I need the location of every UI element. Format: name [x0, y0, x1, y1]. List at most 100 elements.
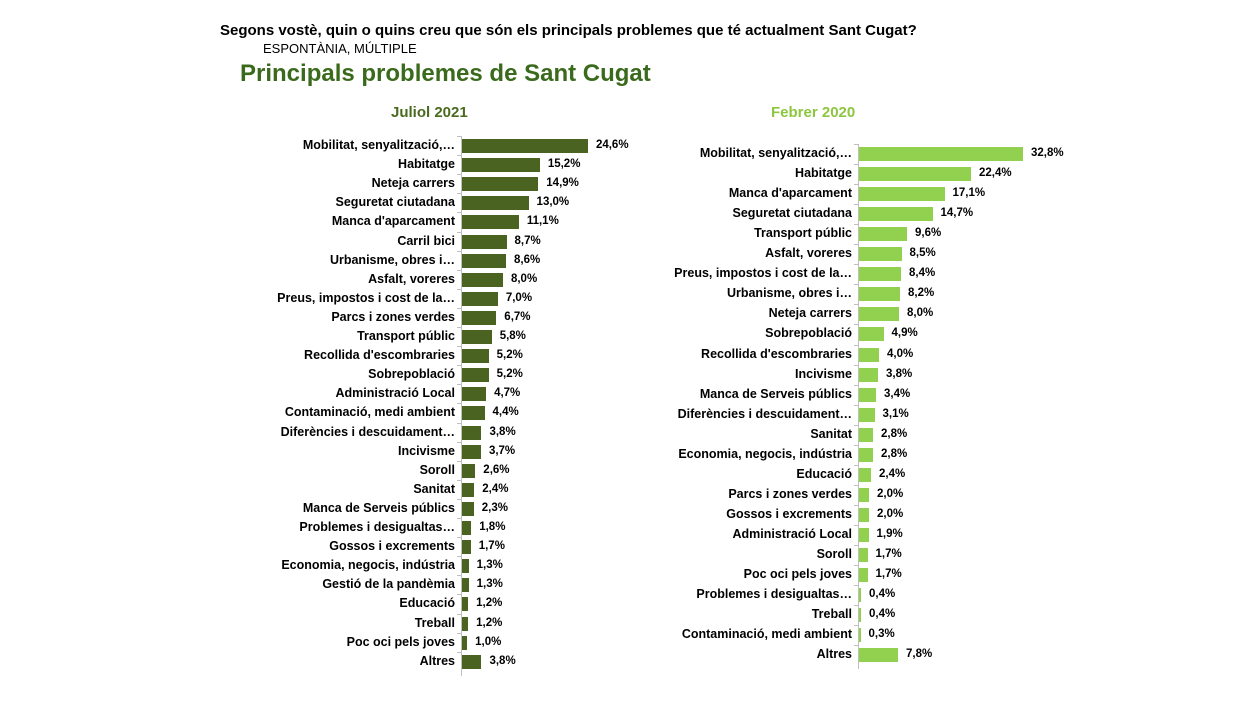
bar-row: Mobilitat, senyalització,… 32,8%	[640, 144, 1100, 163]
axis-tick	[457, 498, 461, 500]
bar	[462, 635, 468, 650]
bar-row: Parcs i zones verdes 6,7%	[240, 307, 640, 327]
value-label: 1,9%	[876, 527, 903, 540]
value-label: 4,9%	[891, 327, 918, 340]
axis-tick	[457, 594, 461, 596]
bar-chart-febrer-2020: Mobilitat, senyalització,… 32,8% Habitatge…	[640, 144, 1100, 669]
bar	[462, 349, 489, 364]
bar	[859, 247, 902, 262]
value-label: 0,4%	[869, 608, 896, 621]
bar	[462, 578, 469, 593]
value-label: 1,2%	[476, 616, 503, 629]
bar-row: Gossos i excrements 2,0%	[640, 504, 1100, 524]
bar-row: Habitatge 22,4%	[640, 164, 1100, 183]
category-label: Treball	[414, 615, 455, 630]
category-label: Economia, negocis, indústria	[281, 558, 455, 573]
bar-row: Gestió de la pandèmia 1,3%	[240, 575, 640, 594]
value-label: 5,2%	[496, 349, 523, 362]
value-label: 8,0%	[907, 307, 934, 320]
category-label: Recollida d'escombraries	[304, 348, 455, 363]
axis-tick	[854, 204, 858, 206]
category-label: Habitatge	[795, 166, 852, 181]
category-label: Manca d'aparcament	[728, 186, 852, 201]
bar-row: Sanitat 2,8%	[640, 424, 1100, 444]
category-label: Problemes i desigualtas…	[696, 587, 852, 602]
bar	[859, 387, 876, 402]
axis-tick	[457, 136, 461, 137]
bar-row: Poc oci pels joves 1,0%	[240, 632, 640, 652]
bar-row: Altres 3,8%	[240, 651, 640, 671]
bar	[462, 234, 507, 249]
bar	[859, 207, 933, 222]
bar-row: Transport públic 9,6%	[640, 224, 1100, 243]
bar	[859, 548, 868, 562]
bar	[462, 310, 497, 325]
axis-tick	[854, 484, 858, 486]
value-label: 4,4%	[492, 406, 519, 419]
category-label: Incivisme	[795, 366, 852, 381]
value-label: 1,8%	[479, 521, 506, 533]
bar-row: Habitatge 15,2%	[240, 155, 640, 174]
axis-tick	[854, 524, 858, 526]
value-label: 13,0%	[536, 196, 570, 209]
bar-row: Manca de Serveis públics 2,3%	[240, 498, 640, 518]
value-label: 2,4%	[482, 482, 509, 495]
category-label: Poc oci pels joves	[743, 567, 852, 582]
category-label: Soroll	[816, 547, 852, 561]
category-label: Parcs i zones verdes	[331, 309, 455, 324]
bar	[859, 167, 971, 182]
value-label: 2,6%	[483, 463, 510, 476]
bar-row: Diferències i descuidament… 3,1%	[640, 404, 1100, 424]
bar	[859, 447, 873, 462]
value-label: 2,8%	[881, 447, 908, 460]
category-label: Transport públic	[357, 329, 455, 343]
bar	[462, 253, 507, 268]
bar	[462, 444, 481, 459]
bar-row: Mobilitat, senyalització,… 24,6%	[240, 136, 640, 155]
bar	[859, 608, 861, 623]
category-label: Asfalt, voreres	[368, 271, 455, 286]
category-label: Altres	[816, 647, 852, 662]
category-label: Preus, impostos i cost de la…	[674, 266, 852, 281]
axis-tick	[457, 441, 461, 443]
axis-tick	[854, 164, 858, 166]
bar-row: Problemes i desigualtas… 1,8%	[240, 518, 640, 537]
bar-row: Treball 0,4%	[640, 605, 1100, 624]
category-label: Urbanisme, obres i…	[329, 252, 455, 267]
value-label: 7,0%	[505, 291, 533, 304]
bar-row: Recollida d'escombraries 4,0%	[640, 344, 1100, 364]
value-label: 2,4%	[879, 467, 906, 480]
bar-row: Sobrepoblació 4,9%	[640, 324, 1100, 343]
bar-row: Manca de Serveis públics 3,4%	[640, 384, 1100, 404]
bar-row: Recollida d'escombraries 5,2%	[240, 346, 640, 365]
bar-row: Sanitat 2,4%	[240, 479, 640, 499]
value-label: 5,8%	[499, 330, 526, 342]
axis-tick	[457, 384, 461, 386]
bar	[859, 527, 869, 542]
axis-tick	[854, 324, 858, 326]
category-label: Neteja carrers	[371, 176, 455, 191]
value-label: 3,8%	[886, 367, 913, 380]
bar	[462, 521, 472, 535]
axis-tick	[457, 250, 461, 252]
axis-tick	[457, 460, 461, 462]
category-label: Gestió de la pandèmia	[322, 577, 455, 592]
axis-tick	[854, 304, 858, 306]
bar	[859, 568, 868, 583]
bar	[462, 368, 489, 383]
value-label: 9,6%	[915, 227, 942, 240]
value-label: 1,7%	[875, 548, 902, 560]
axis-tick	[457, 193, 461, 195]
value-label: 4,7%	[494, 387, 521, 400]
value-label: 15,2%	[547, 158, 581, 171]
value-label: 5,2%	[496, 368, 523, 381]
axis-tick	[854, 645, 858, 647]
bar	[859, 267, 901, 282]
category-label: Diferències i descuidament…	[677, 406, 852, 421]
axis-tick	[854, 284, 858, 286]
value-label: 3,8%	[489, 425, 516, 438]
category-label: Transport públic	[754, 226, 852, 241]
value-label: 8,7%	[514, 234, 541, 247]
bar-row: Educació 1,2%	[240, 594, 640, 613]
value-label: 14,9%	[546, 177, 579, 190]
